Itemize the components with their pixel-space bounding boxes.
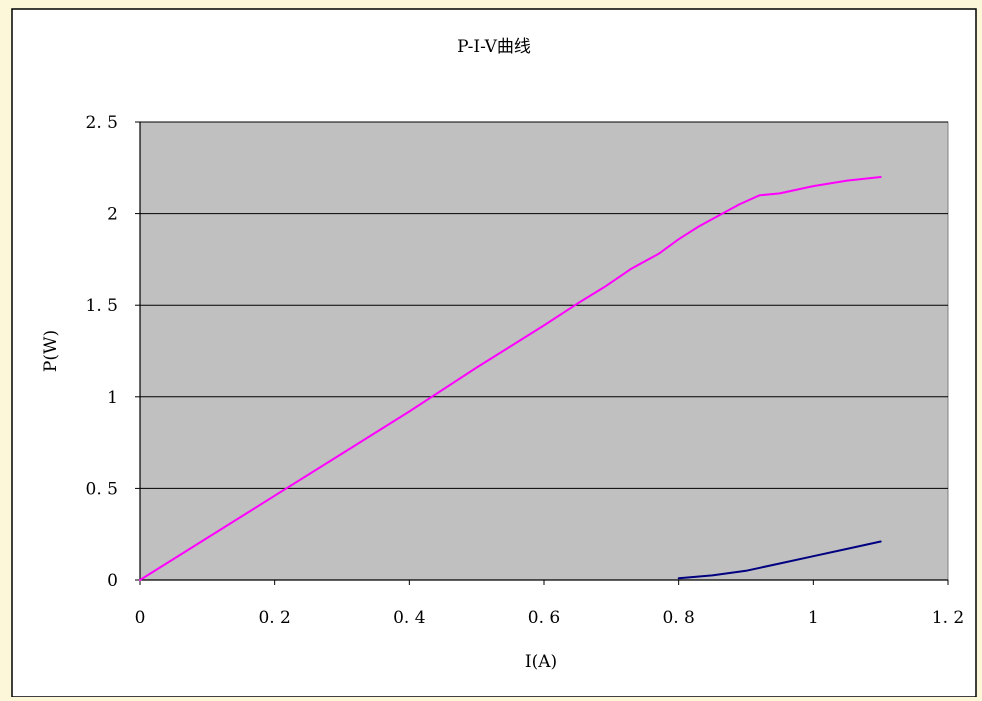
y-tick-label-0: 0 bbox=[107, 571, 118, 591]
x-tick-label-6: 1. 2 bbox=[932, 608, 964, 628]
y-tick-label-4: 2 bbox=[107, 205, 118, 225]
x-tick-label-3: 0. 6 bbox=[528, 608, 560, 628]
axes: 0 0. 5 1 1. 5 2 2. 5 0 0. 2 0. 4 0. 6 0. 8 1 1. 2 bbox=[86, 113, 965, 628]
chart-title: P-I-V曲线 bbox=[457, 37, 531, 57]
series-line-1 bbox=[677, 540, 882, 580]
y-axis-label: P(W) bbox=[41, 330, 61, 372]
y-tick-label-5: 2. 5 bbox=[86, 113, 118, 133]
series-group bbox=[139, 176, 882, 581]
y-tick-label-3: 1. 5 bbox=[86, 296, 118, 316]
x-axis-label: I(A) bbox=[525, 652, 557, 672]
plot-area bbox=[139, 121, 949, 581]
y-tick-label-1: 0. 5 bbox=[86, 479, 118, 499]
x-tick-label-0: 0 bbox=[135, 608, 146, 628]
gridlines bbox=[140, 121, 948, 489]
x-tick-label-5: 1 bbox=[808, 608, 819, 628]
x-tick-label-2: 0. 4 bbox=[393, 608, 425, 628]
series-line-0 bbox=[139, 176, 882, 581]
y-tick-label-2: 1 bbox=[107, 388, 118, 408]
x-tick-label-1: 0. 2 bbox=[258, 608, 290, 628]
x-tick-label-4: 0. 8 bbox=[662, 608, 694, 628]
